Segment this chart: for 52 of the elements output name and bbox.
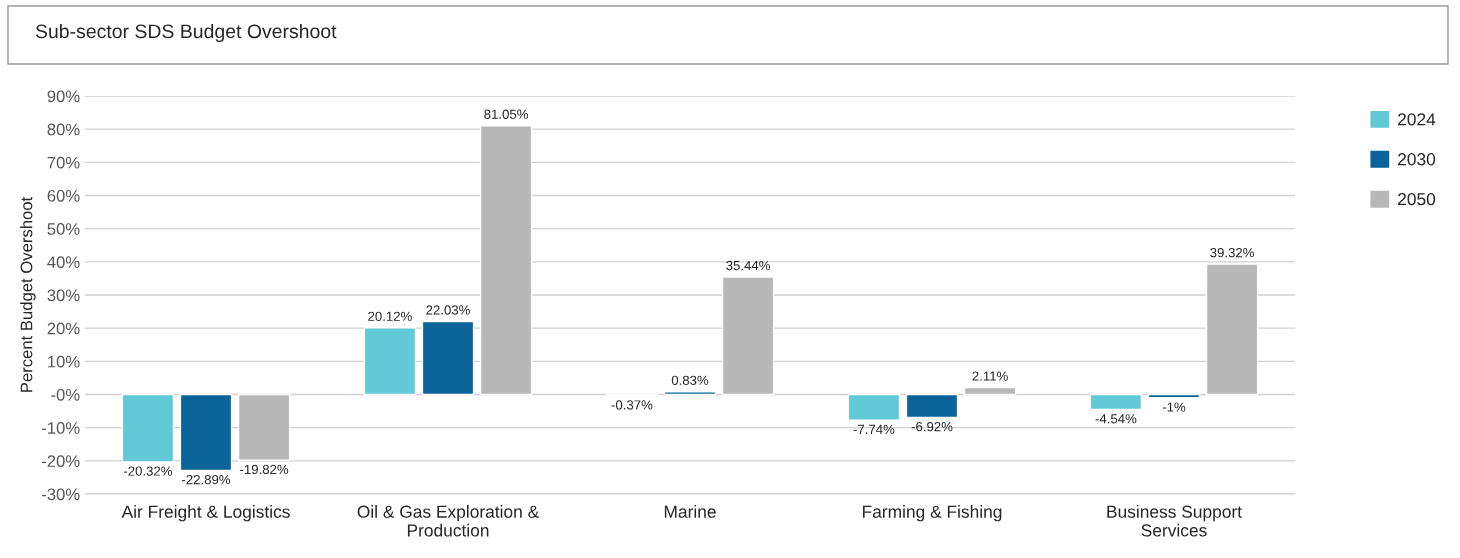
data-label: -7.74% <box>853 424 895 434</box>
y-tick-label: 40% <box>47 256 80 269</box>
data-label: 35.44% <box>726 260 770 271</box>
bar <box>963 386 1017 396</box>
bar <box>905 393 959 419</box>
data-label: -6.92% <box>911 421 953 432</box>
y-axis-title: Percent Budget Overshoot <box>20 196 36 392</box>
bar <box>1089 393 1143 411</box>
y-tick-label: 90% <box>47 90 80 103</box>
data-label: -19.82% <box>240 464 289 475</box>
data-label: 20.12% <box>368 311 412 321</box>
y-tick-label: 50% <box>47 223 80 235</box>
data-label: -1% <box>1162 402 1186 412</box>
data-label: -22.89% <box>182 474 231 485</box>
bar <box>847 393 901 421</box>
data-label: -0.37% <box>611 400 653 410</box>
y-tick-label: 70% <box>47 156 80 169</box>
legend-label: 2050 <box>1398 192 1436 206</box>
bar <box>479 124 533 396</box>
bar <box>1147 393 1201 399</box>
x-tick-label: Oil & Gas Exploration & Production <box>357 505 539 537</box>
y-tick-label: 80% <box>47 123 80 136</box>
bar <box>721 276 775 396</box>
bar <box>421 320 475 396</box>
y-tick-label: 10% <box>48 355 80 368</box>
y-tick-label: -10% <box>41 422 80 434</box>
y-tick-label: -30% <box>41 488 80 501</box>
x-tick-label: Business Support Services <box>1107 505 1242 537</box>
y-tick-label: 20% <box>47 322 80 335</box>
y-tick-label: -0% <box>51 388 80 401</box>
bar <box>363 327 417 396</box>
chart-title: Sub-sector SDS Budget Overshoot <box>35 23 337 43</box>
data-label: 22.03% <box>426 305 470 315</box>
bar <box>663 391 717 396</box>
bar <box>237 393 291 461</box>
data-label: 2.11% <box>972 371 1008 381</box>
data-label: -20.32% <box>123 466 173 476</box>
data-label: -4.54% <box>1095 414 1137 424</box>
y-tick-label: -20% <box>41 455 80 468</box>
legend-label: 2024 <box>1398 113 1436 126</box>
x-tick-label: Farming & Fishing <box>863 505 1002 522</box>
data-label: 39.32% <box>1210 247 1254 258</box>
bar <box>179 393 233 472</box>
y-tick-label: 30% <box>47 289 80 302</box>
bar <box>121 393 175 463</box>
y-tick-label: 60% <box>47 189 80 202</box>
legend-label: 2030 <box>1398 153 1436 166</box>
data-label: 81.05% <box>484 109 528 119</box>
data-label: 0.83% <box>671 375 709 385</box>
bar <box>1205 263 1259 396</box>
x-tick-label: Air Freight & Logistics <box>121 505 290 522</box>
x-tick-label: Marine <box>664 505 716 518</box>
